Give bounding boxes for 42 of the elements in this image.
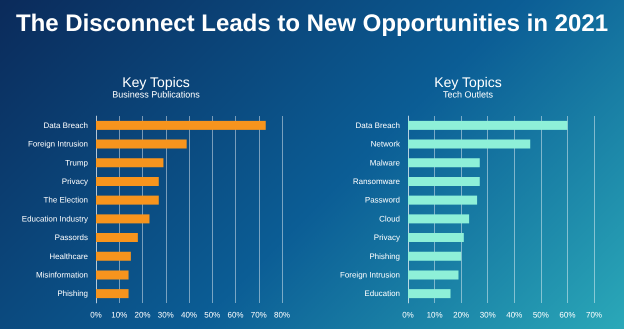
x-tick-label: 80%	[274, 310, 290, 320]
x-tick-label: 40%	[506, 310, 522, 320]
y-tick-label: Foreign Intrusion	[28, 140, 88, 149]
y-tick-label: Malware	[370, 158, 401, 168]
text: The Disconnect Leads to New Opportunities in 2021	[14, 9, 610, 39]
y-tick-label: Privacy	[374, 233, 400, 242]
x-tick-label: 20%	[134, 310, 151, 320]
chart-subtitle: Tech Outlets	[442, 90, 494, 100]
y-tick-label: Trump	[65, 158, 89, 168]
chart-title: Key Topics	[122, 74, 190, 90]
y-tick-label: Cloud	[379, 214, 400, 224]
x-tick-label: 60%	[227, 310, 244, 320]
y-tick-label: Phishing	[57, 289, 88, 298]
y-tick-label: Data Breach	[44, 120, 88, 130]
x-tick-label: 70%	[586, 310, 602, 320]
x-tick-label: 0%	[402, 310, 414, 320]
y-tick-label: The Election	[44, 196, 88, 205]
x-tick-label: 10%	[426, 310, 443, 320]
y-tick-label: Misinformation	[36, 270, 88, 280]
x-tick-label: 40%	[180, 310, 198, 320]
chart-title: Key Topics	[434, 74, 502, 90]
x-tick-label: 50%	[204, 310, 220, 320]
x-tick-label: 70%	[250, 310, 267, 320]
y-tick-label: Education Industry	[22, 214, 88, 224]
y-tick-label: Education	[364, 289, 400, 298]
x-tick-label: 60%	[559, 310, 576, 320]
x-tick-label: 20%	[453, 310, 470, 320]
y-tick-label: Data Breach	[356, 120, 400, 130]
chart-subtitle: Business Publications	[112, 90, 200, 100]
y-tick-label: Ransomware	[352, 176, 401, 186]
x-tick-label: 0%	[90, 310, 102, 320]
y-tick-label: Foreign Intrusion	[340, 270, 400, 280]
y-tick-label: Healthcare	[49, 252, 89, 261]
x-tick-label: 30%	[158, 310, 174, 320]
y-tick-label: Password	[364, 196, 400, 205]
x-tick-label: 50%	[532, 310, 549, 320]
y-tick-label: Privacy	[62, 176, 88, 186]
x-tick-label: 10%	[111, 310, 128, 320]
y-tick-label: Network	[370, 140, 401, 149]
y-tick-label: Passords	[54, 233, 88, 242]
x-tick-label: 30%	[480, 310, 496, 320]
y-tick-label: Phishing	[369, 252, 400, 261]
